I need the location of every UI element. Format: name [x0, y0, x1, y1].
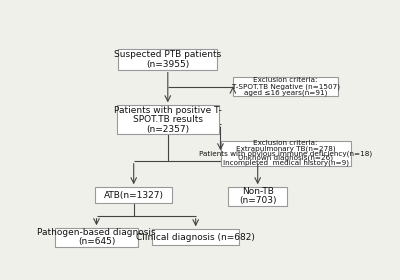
Text: aged ≤16 years(n=91): aged ≤16 years(n=91)	[244, 89, 327, 96]
Text: (n=3955): (n=3955)	[146, 60, 190, 69]
Text: Extrapulmonary TB(n=278): Extrapulmonary TB(n=278)	[236, 145, 336, 151]
Text: Unknown diagnosis(n=26): Unknown diagnosis(n=26)	[238, 155, 333, 162]
Text: (n=645): (n=645)	[78, 237, 115, 246]
Text: SPOT.TB results: SPOT.TB results	[133, 115, 203, 124]
FancyBboxPatch shape	[95, 187, 172, 203]
FancyBboxPatch shape	[228, 187, 287, 206]
FancyBboxPatch shape	[118, 49, 218, 70]
Text: Pathogen-based diagnosis: Pathogen-based diagnosis	[37, 228, 156, 237]
Text: Exclusion criteria:: Exclusion criteria:	[253, 77, 318, 83]
Text: Exclusion criteria:: Exclusion criteria:	[253, 140, 318, 146]
Text: (n=703): (n=703)	[239, 197, 276, 206]
FancyBboxPatch shape	[220, 141, 351, 166]
Text: Incompleted  medical history(n=9): Incompleted medical history(n=9)	[223, 160, 349, 166]
FancyBboxPatch shape	[55, 228, 138, 246]
Text: Suspected PTB patients: Suspected PTB patients	[114, 50, 222, 59]
Text: Clinical diagnosis (n=682): Clinical diagnosis (n=682)	[136, 233, 255, 242]
FancyBboxPatch shape	[233, 77, 338, 95]
Text: (n=2357): (n=2357)	[146, 125, 189, 134]
FancyBboxPatch shape	[152, 229, 239, 246]
Text: ATB(n=1327): ATB(n=1327)	[104, 191, 164, 200]
FancyBboxPatch shape	[117, 105, 219, 134]
Text: T-SPOT.TB Negative (n=1507): T-SPOT.TB Negative (n=1507)	[232, 83, 340, 90]
Text: Non-TB: Non-TB	[242, 187, 274, 196]
Text: Patients with obvious immune deficiency(n=18): Patients with obvious immune deficiency(…	[199, 150, 372, 157]
Text: Patients with positive T-: Patients with positive T-	[114, 106, 222, 115]
